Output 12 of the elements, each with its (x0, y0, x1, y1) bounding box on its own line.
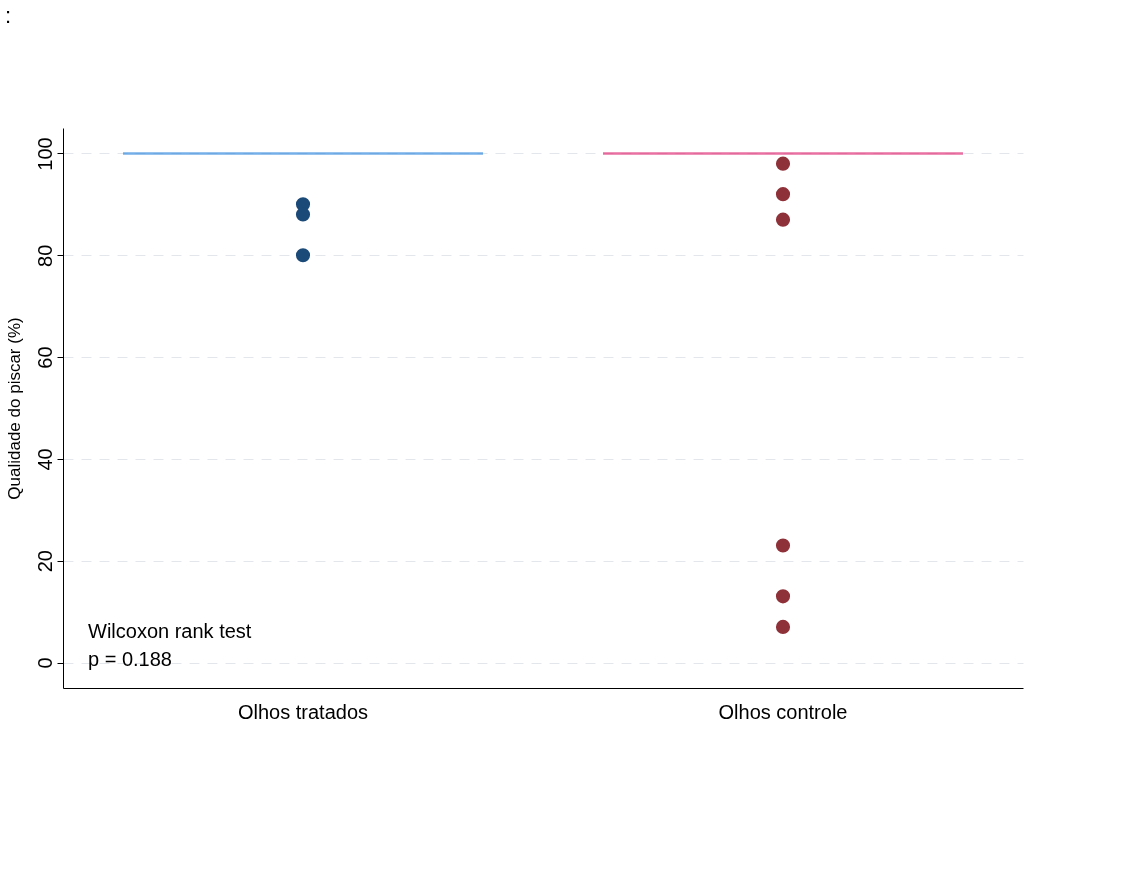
chart-title: : (5, 3, 12, 28)
y-tick-label: 0 (33, 657, 56, 669)
annotation: p = 0.188 (88, 648, 172, 670)
x-tick-label: Olhos controle (718, 700, 848, 723)
y-tick-label: 60 (33, 346, 56, 369)
y-tick-label: 40 (33, 448, 56, 471)
annotation: Wilcoxon rank test (88, 620, 252, 642)
y-axis-title: Qualidade do piscar (%) (4, 317, 24, 500)
y-tick-label: 20 (33, 550, 56, 573)
y-tick-label: 100 (33, 137, 56, 171)
y-tick-label: 80 (33, 244, 56, 267)
x-tick-label: Olhos tratados (237, 700, 369, 723)
